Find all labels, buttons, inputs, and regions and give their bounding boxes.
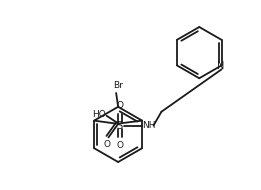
Text: O: O xyxy=(116,141,123,150)
Text: NH: NH xyxy=(142,121,155,130)
Text: O: O xyxy=(104,140,111,149)
Text: N: N xyxy=(217,61,224,71)
Text: O: O xyxy=(116,101,123,110)
Text: Br: Br xyxy=(113,81,123,90)
Text: S: S xyxy=(117,120,123,131)
Text: HO: HO xyxy=(92,110,105,119)
